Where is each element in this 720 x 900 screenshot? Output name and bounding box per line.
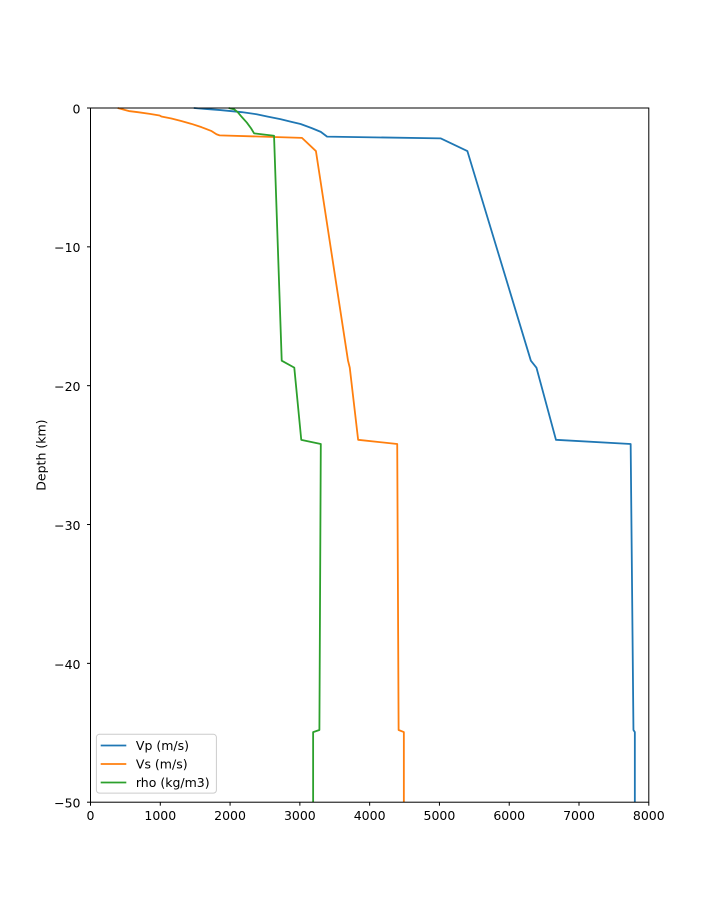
x-tick-label: 6000 xyxy=(493,808,525,823)
legend-label: rho (kg/m3) xyxy=(136,775,210,790)
legend: Vp (m/s) Vs (m/s) rho (kg/m3) xyxy=(95,733,217,794)
series-line-rho xyxy=(228,107,322,803)
x-tick-label: 4000 xyxy=(354,808,386,823)
y-axis: 0 −10 −20 −30 −40 −50 xyxy=(54,101,91,811)
x-tick-label: 7000 xyxy=(563,808,595,823)
series-lines xyxy=(117,107,636,803)
y-tick-label: −40 xyxy=(54,657,80,672)
y-tick-label: 0 xyxy=(73,101,81,116)
x-tick-label: 8000 xyxy=(633,808,665,823)
x-tick-label: 2000 xyxy=(214,808,246,823)
series-line-vp xyxy=(193,107,636,803)
x-tick-label: 5000 xyxy=(424,808,456,823)
legend-frame xyxy=(95,733,217,794)
x-tick-label: 1000 xyxy=(144,808,176,823)
y-tick-label: −10 xyxy=(54,240,80,255)
legend-label: Vp (m/s) xyxy=(136,738,189,753)
y-axis-title: Depth (km) xyxy=(34,419,49,490)
y-tick-label: −20 xyxy=(54,379,80,394)
legend-label: Vs (m/s) xyxy=(136,757,188,772)
y-tick-label: −30 xyxy=(54,518,80,533)
x-tick-label: 3000 xyxy=(284,808,316,823)
x-tick-label: 0 xyxy=(87,808,95,823)
y-tick-label: −50 xyxy=(54,796,80,811)
x-axis: 0 1000 2000 3000 4000 5000 6000 7000 8000 xyxy=(87,802,665,823)
series-line-vs xyxy=(117,107,405,803)
